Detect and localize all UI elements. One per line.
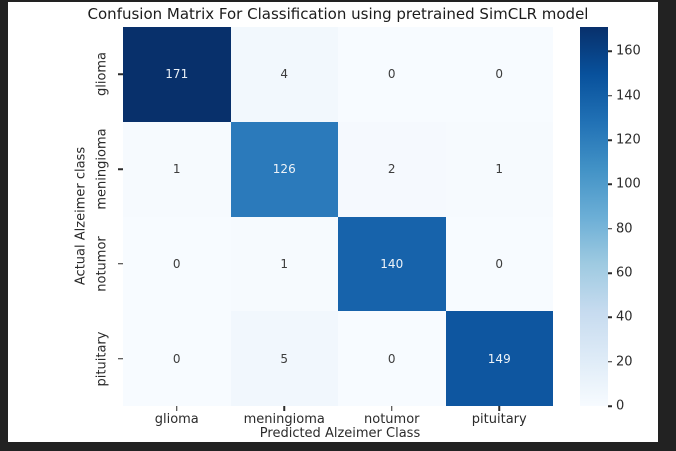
y-tick-label-pituitary: pituitary	[94, 331, 110, 387]
heatmap-cell-meningioma-glioma: 1	[123, 121, 231, 217]
y-tick-mark	[118, 168, 123, 170]
colorbar-gradient	[580, 27, 608, 406]
heatmap-cell-glioma-meningioma: 4	[230, 27, 338, 122]
x-tick-label-glioma: glioma	[154, 412, 199, 427]
colorbar-tick-mark	[608, 227, 612, 230]
x-tick-label-meningioma: meningioma	[243, 412, 325, 427]
heatmap-cell-meningioma-meningioma: 126	[230, 121, 338, 217]
y-tick-mark	[118, 73, 123, 76]
x-axis-label: Predicted Alzeimer Class	[259, 426, 421, 441]
colorbar-tick-mark	[608, 405, 612, 407]
heatmap-cell-meningioma-notumor: 2	[338, 121, 446, 217]
colorbar-tick-mark	[608, 94, 612, 97]
x-tick-label-notumor: notumor	[364, 412, 420, 427]
x-tick-mark	[391, 406, 393, 411]
colorbar-tick-mark	[608, 360, 612, 363]
colorbar-tick-label-60: 60	[616, 265, 633, 281]
colorbar-tick-label-120: 120	[616, 132, 641, 148]
colorbar-tick-label-20: 20	[616, 354, 633, 370]
y-tick-label-glioma: glioma	[94, 52, 110, 97]
colorbar-tick-label-140: 140	[616, 88, 641, 104]
y-tick-label-notumor: notumor	[94, 236, 110, 292]
heatmap-cell-pituitary-pituitary: 149	[445, 311, 553, 406]
x-tick-label-pituitary: pituitary	[471, 412, 527, 427]
heatmap-cell-pituitary-glioma: 0	[123, 311, 231, 406]
colorbar-tick-label-0: 0	[616, 398, 625, 414]
heatmap-cell-pituitary-notumor: 0	[338, 311, 446, 406]
y-axis-label: Actual Alzeimer class	[73, 146, 89, 286]
colorbar-tick-label-40: 40	[616, 309, 633, 325]
x-tick-mark	[498, 406, 500, 411]
figure-canvas: Confusion Matrix For Classification usin…	[8, 2, 658, 442]
heatmap-cell-glioma-notumor: 0	[338, 27, 446, 122]
colorbar-tick-label-80: 80	[616, 221, 633, 237]
heatmap-cell-notumor-notumor: 140	[338, 216, 446, 312]
heatmap-cell-meningioma-pituitary: 1	[445, 121, 553, 217]
heatmap-cell-notumor-meningioma: 1	[230, 216, 338, 312]
colorbar-tick-mark	[608, 50, 612, 53]
heatmap-cell-pituitary-meningioma: 5	[230, 311, 338, 406]
y-tick-mark	[118, 357, 123, 360]
x-tick-mark	[176, 406, 178, 411]
colorbar-tick-mark	[608, 272, 612, 274]
heatmap-cell-glioma-glioma: 171	[123, 27, 231, 122]
colorbar-tick-mark	[608, 139, 612, 141]
colorbar-tick-mark	[608, 183, 612, 186]
heatmap-cell-glioma-pituitary: 0	[445, 27, 553, 122]
y-tick-mark	[118, 263, 123, 265]
colorbar-tick-label-100: 100	[616, 176, 641, 192]
colorbar-tick-mark	[608, 316, 612, 319]
y-tick-label-meningioma: meningioma	[94, 128, 110, 210]
x-tick-mark	[283, 406, 285, 411]
heatmap-cell-notumor-pituitary: 0	[445, 216, 553, 312]
chart-title: Confusion Matrix For Classification usin…	[87, 5, 589, 23]
colorbar-tick-label-160: 160	[616, 43, 641, 59]
heatmap-cell-notumor-glioma: 0	[123, 216, 231, 312]
heatmap-grid: 171 4 0 0 1 126 2 1 0 1 140 0 0 5 0 149	[123, 27, 553, 406]
